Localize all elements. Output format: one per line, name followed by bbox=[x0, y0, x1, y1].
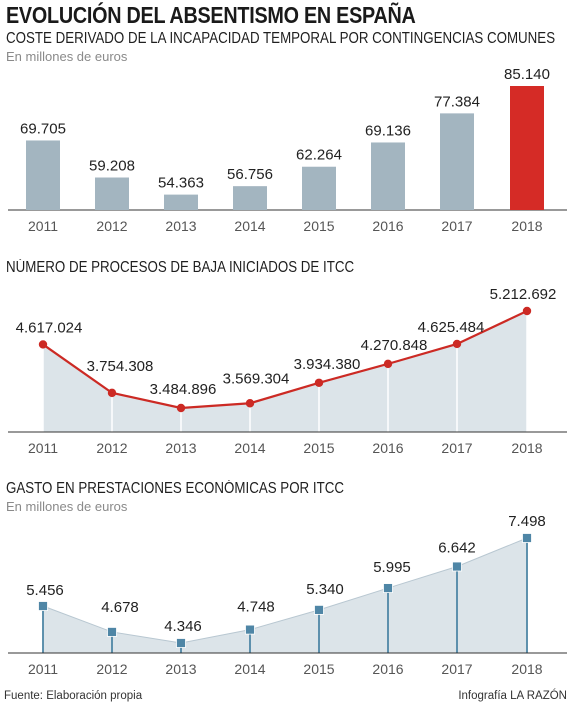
chart2-value-label: 4.270.848 bbox=[361, 337, 428, 354]
chart3-value-label: 4.748 bbox=[237, 599, 275, 616]
chart2-value-label: 3.934.380 bbox=[294, 356, 361, 373]
chart2-x-tick-label: 2016 bbox=[372, 440, 403, 456]
chart2-x-tick-label: 2014 bbox=[234, 440, 265, 456]
chart2-area-chart: 4.617.024 2011 3.754.308 2012 3.484.896 2013 3… bbox=[8, 286, 567, 456]
chart3-subtitle: En millones de euros bbox=[6, 499, 128, 514]
chart3-series-line bbox=[42, 537, 528, 644]
chart3-point bbox=[245, 624, 255, 635]
chart1-x-tick-label: 2014 bbox=[234, 218, 265, 234]
chart1-value-label: 59.208 bbox=[89, 158, 135, 175]
chart3-value-label: 5.456 bbox=[26, 582, 64, 599]
chart2-value-label: 4.625.484 bbox=[418, 319, 485, 336]
chart2-value-label: 5.212.692 bbox=[490, 286, 557, 303]
chart3-value-label: 4.346 bbox=[164, 618, 202, 635]
chart3-value-label: 7.498 bbox=[508, 513, 546, 530]
chart2-x-tick-label: 2013 bbox=[165, 440, 196, 456]
chart1-subtitle: En millones de euros bbox=[6, 49, 128, 64]
chart2-area-fill bbox=[43, 311, 527, 432]
chart2-value-label: 4.617.024 bbox=[16, 319, 83, 336]
chart1-value-label: 69.136 bbox=[365, 122, 411, 139]
chart3-point bbox=[107, 627, 117, 637]
chart3-x-tick-label: 2016 bbox=[372, 661, 403, 677]
chart1-x-tick-label: 2011 bbox=[28, 218, 58, 234]
chart3-x-tick-label: 2011 bbox=[28, 661, 58, 677]
chart2-x-tick-label: 2012 bbox=[96, 440, 127, 456]
chart2-x-tick-label: 2017 bbox=[441, 440, 472, 456]
chart3-x-tick-label: 2014 bbox=[234, 661, 265, 677]
chart1-bar bbox=[302, 166, 336, 210]
chart2-point bbox=[245, 399, 255, 408]
chart3-x-tick-label: 2015 bbox=[303, 661, 334, 677]
chart1-value-label: 56.756 bbox=[227, 166, 273, 183]
chart3-x-tick-label: 2017 bbox=[441, 661, 472, 677]
chart2-x-tick-label: 2015 bbox=[303, 440, 334, 456]
chart2-point bbox=[176, 403, 186, 413]
chart2-title: NÚMERO DE PROCESOS DE BAJA INICIADOS DE … bbox=[6, 259, 355, 276]
chart2-x-tick-label: 2018 bbox=[511, 440, 542, 456]
chart1-bar bbox=[164, 194, 198, 210]
chart1-value-label: 54.363 bbox=[158, 175, 204, 192]
chart3-point bbox=[522, 533, 532, 543]
chart2-value-label: 3.754.308 bbox=[87, 358, 154, 375]
chart1-x-tick-label: 2015 bbox=[303, 218, 334, 234]
chart2-x-tick-label: 2011 bbox=[28, 440, 58, 456]
chart3-point bbox=[38, 601, 48, 611]
chart2-point bbox=[522, 306, 532, 316]
chart1-bar bbox=[95, 177, 129, 210]
chart3-area-chart: 5.456 2011 4.678 2012 4.346 2013 4.748 2014 5.34… bbox=[8, 513, 567, 677]
chart2-point bbox=[38, 340, 48, 349]
chart1-bar bbox=[510, 86, 544, 210]
chart3-point bbox=[452, 561, 462, 572]
chart1-value-label: 62.264 bbox=[296, 147, 342, 164]
chart3-point bbox=[383, 583, 393, 593]
chart2-point bbox=[452, 339, 462, 349]
chart1-x-tick-label: 2012 bbox=[96, 218, 127, 234]
chart3-x-tick-label: 2018 bbox=[511, 661, 542, 677]
chart3-x-tick-label: 2012 bbox=[96, 661, 127, 677]
chart3-x-tick-label: 2013 bbox=[165, 661, 196, 677]
chart1-bar-chart: 69.705 2011 59.208 2012 54.363 2013 56.756 2014… bbox=[8, 66, 567, 234]
chart1-x-tick-label: 2017 bbox=[441, 218, 472, 234]
chart1-title: COSTE DERIVADO DE LA INCAPACIDAD TEMPORA… bbox=[6, 30, 556, 47]
chart1-value-label: 69.705 bbox=[20, 120, 66, 137]
chart3-point bbox=[314, 604, 324, 615]
main-title: EVOLUCIÓN DEL ABSENTISMO EN ESPAÑA bbox=[6, 2, 416, 28]
source-note: Fuente: Elaboración propia bbox=[4, 690, 143, 702]
chart1-bar bbox=[371, 142, 405, 210]
chart2-value-label: 3.484.896 bbox=[150, 381, 217, 398]
chart1-x-tick-label: 2018 bbox=[511, 218, 542, 234]
chart2-point bbox=[383, 359, 393, 369]
chart1-bar bbox=[233, 186, 267, 210]
chart1-value-label: 77.384 bbox=[434, 93, 480, 110]
chart3-value-label: 4.678 bbox=[101, 599, 139, 616]
chart2-point bbox=[107, 388, 117, 398]
chart1-x-tick-label: 2016 bbox=[372, 218, 403, 234]
chart1-x-tick-label: 2013 bbox=[165, 218, 196, 234]
chart3-value-label: 6.642 bbox=[438, 540, 476, 557]
chart2-value-label: 3.569.304 bbox=[223, 370, 290, 387]
chart3-point bbox=[176, 638, 186, 648]
chart2-series-line bbox=[42, 310, 528, 410]
chart2-point bbox=[314, 378, 324, 387]
chart1-bar bbox=[440, 113, 474, 210]
chart3-value-label: 5.995 bbox=[373, 559, 411, 576]
chart3-value-label: 5.340 bbox=[306, 581, 344, 598]
chart3-title: GASTO EN PRESTACIONES ECONÓMICAS POR ITC… bbox=[6, 480, 344, 497]
credit-note: Infografía LA RAZÓN bbox=[458, 690, 567, 702]
chart1-value-label: 85.140 bbox=[504, 66, 550, 83]
chart1-bar bbox=[26, 140, 60, 210]
chart3-area-fill bbox=[43, 538, 527, 653]
